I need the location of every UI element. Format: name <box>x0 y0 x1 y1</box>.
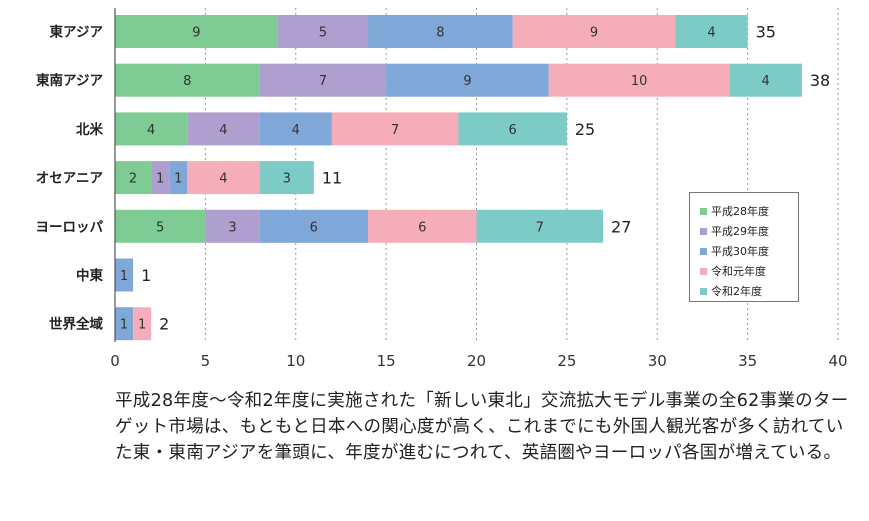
x-tick-label: 30 <box>648 352 667 370</box>
segment-value-label: 8 <box>183 74 191 89</box>
segment-value-label: 3 <box>228 220 236 235</box>
segment-value-label: 8 <box>436 26 444 41</box>
x-tick-label: 40 <box>828 352 847 370</box>
bar-segment <box>458 112 567 146</box>
bar-segment <box>169 161 188 195</box>
segment-value-label: 1 <box>138 318 146 333</box>
legend-item: 平成29年度 <box>700 221 798 241</box>
segment-value-label: 4 <box>292 123 300 138</box>
y-category-label: 世界全域 <box>49 316 103 333</box>
y-category-label: 中東 <box>76 267 103 284</box>
segment-value-label: 4 <box>219 172 227 187</box>
segment-value-label: 5 <box>156 220 164 235</box>
segment-value-label: 9 <box>590 26 598 41</box>
y-category-label: 東南アジア <box>36 72 103 89</box>
bar-segment <box>259 63 387 97</box>
bar-segment <box>675 15 748 48</box>
x-tick-label: 5 <box>201 352 211 370</box>
legend-label: 令和元年度 <box>711 265 766 278</box>
segment-value-label: 4 <box>762 74 770 89</box>
segment-value-label: 7 <box>319 74 327 89</box>
total-value-label: 1 <box>141 266 151 285</box>
bar-segment <box>259 161 314 195</box>
bar-segment <box>729 63 802 97</box>
total-value-label: 38 <box>810 71 830 90</box>
legend-label: 平成29年度 <box>711 225 769 238</box>
bar-segment <box>548 63 730 97</box>
y-category-label: オセアニア <box>36 171 103 187</box>
segment-value-label: 1 <box>120 269 128 284</box>
segment-value-label: 1 <box>120 318 128 333</box>
legend-swatch <box>700 267 707 275</box>
bar-segment <box>476 209 604 243</box>
segment-value-label: 4 <box>707 26 715 41</box>
bar-segment <box>187 161 260 195</box>
bar-segment <box>368 15 513 48</box>
x-tick-label: 10 <box>286 352 305 370</box>
bar-segment <box>386 63 549 97</box>
bar-segment <box>115 209 206 243</box>
legend-label: 平成30年度 <box>711 245 769 258</box>
total-value-label: 2 <box>159 315 169 334</box>
legend-item: 平成28年度 <box>700 201 798 221</box>
chart-caption: 平成28年度〜令和2年度に実施された「新しい東北」交流拡大モデル事業の全62事業… <box>115 391 849 463</box>
y-category-label: ヨーロッパ <box>36 219 104 235</box>
bar-segment <box>512 15 676 48</box>
total-value-label: 35 <box>756 23 776 42</box>
x-tick-label: 0 <box>110 352 120 370</box>
total-value-label: 25 <box>575 120 595 139</box>
bar-segment <box>115 307 134 341</box>
segment-value-label: 9 <box>463 74 471 89</box>
bar-segment <box>205 209 260 243</box>
bar-segment <box>259 112 332 146</box>
bar-segment <box>115 258 134 292</box>
legend-item: 平成30年度 <box>700 241 798 261</box>
total-value-label: 27 <box>611 217 631 236</box>
bar-segment <box>277 15 369 48</box>
segment-value-label: 7 <box>536 220 544 235</box>
chart-legend: 平成28年度 平成29年度 平成30年度 令和元年度 令和2年度 <box>689 192 799 302</box>
bar-segment <box>115 15 278 48</box>
segment-value-label: 4 <box>147 123 155 138</box>
bar-segment <box>133 307 152 341</box>
legend-swatch <box>700 247 707 255</box>
x-tick-label: 35 <box>738 352 757 370</box>
bar-segment <box>115 63 260 97</box>
segment-value-label: 9 <box>192 26 200 41</box>
bar-segment <box>368 209 477 243</box>
segment-value-label: 1 <box>174 172 182 187</box>
legend-swatch <box>700 287 707 295</box>
y-category-label: 東アジア <box>50 24 103 41</box>
bar-segment <box>331 112 459 146</box>
segment-value-label: 10 <box>631 74 648 89</box>
legend-item: 令和元年度 <box>700 261 798 281</box>
segment-value-label: 6 <box>418 220 426 235</box>
bar-segment <box>151 161 170 195</box>
legend-label: 令和2年度 <box>711 285 762 298</box>
segment-value-label: 6 <box>310 220 318 235</box>
bar-segment <box>187 112 260 146</box>
segment-value-label: 7 <box>391 123 399 138</box>
segment-value-label: 3 <box>283 172 291 187</box>
legend-swatch <box>700 207 707 215</box>
segment-value-label: 1 <box>156 172 164 187</box>
x-tick-label: 20 <box>467 352 486 370</box>
bar-segment <box>115 161 152 195</box>
legend-item: 令和2年度 <box>700 281 798 301</box>
x-tick-label: 15 <box>377 352 396 370</box>
x-tick-label: 25 <box>557 352 576 370</box>
legend-swatch <box>700 227 707 235</box>
bar-segment <box>115 112 188 146</box>
total-value-label: 11 <box>322 169 342 188</box>
y-category-label: 北米 <box>76 121 103 138</box>
segment-value-label: 5 <box>319 26 327 41</box>
segment-value-label: 2 <box>129 172 137 187</box>
legend-label: 平成28年度 <box>711 205 769 218</box>
bar-segment <box>259 209 369 243</box>
segment-value-label: 6 <box>509 123 517 138</box>
segment-value-label: 4 <box>219 123 227 138</box>
